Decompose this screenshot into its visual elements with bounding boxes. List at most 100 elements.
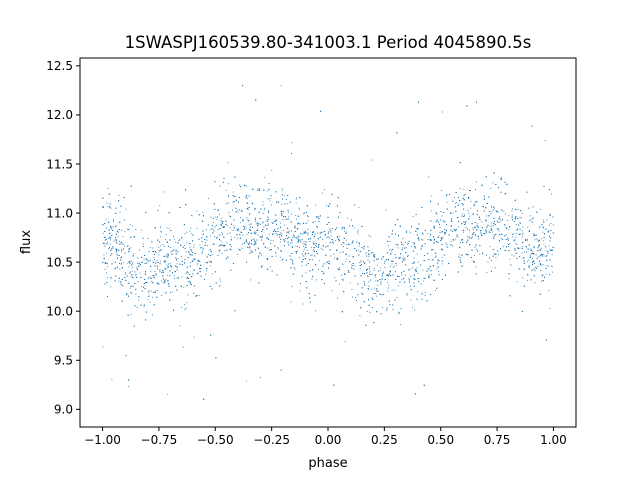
data-point <box>311 247 313 249</box>
data-point <box>290 301 292 303</box>
data-point <box>277 228 279 230</box>
data-point <box>311 254 313 256</box>
data-point <box>538 227 540 229</box>
data-point <box>316 232 318 234</box>
data-point <box>481 221 483 223</box>
data-point <box>180 256 182 258</box>
data-point <box>534 270 536 272</box>
data-point <box>352 225 353 227</box>
data-point <box>240 217 241 219</box>
data-point <box>349 282 351 284</box>
data-point <box>358 242 360 244</box>
data-point <box>491 222 493 224</box>
data-point <box>130 275 132 277</box>
data-point <box>107 241 108 243</box>
data-point <box>318 244 320 246</box>
data-point <box>283 229 285 231</box>
data-point <box>433 279 435 281</box>
data-point <box>344 230 345 232</box>
data-point <box>533 232 534 234</box>
data-point <box>280 85 282 87</box>
data-point <box>110 237 111 239</box>
data-point <box>377 270 379 272</box>
data-point <box>422 233 424 235</box>
data-point <box>432 249 434 250</box>
data-point <box>482 232 484 234</box>
data-point <box>159 204 161 206</box>
data-point <box>507 220 508 221</box>
data-point <box>314 204 316 206</box>
data-point <box>533 234 535 236</box>
data-point <box>233 225 235 227</box>
data-point <box>471 249 473 251</box>
data-point <box>292 263 294 265</box>
data-point <box>491 225 493 227</box>
data-point <box>273 233 275 235</box>
data-point <box>153 251 155 253</box>
data-point <box>366 269 367 271</box>
data-point <box>112 229 113 231</box>
data-point <box>351 242 353 244</box>
data-point <box>503 211 505 213</box>
data-point <box>290 267 292 269</box>
data-point <box>125 208 127 210</box>
data-point <box>368 304 370 306</box>
data-point <box>474 222 476 224</box>
data-point <box>385 209 387 211</box>
data-point <box>454 206 456 208</box>
data-point <box>270 195 272 197</box>
data-point <box>129 271 131 273</box>
data-point <box>458 256 460 258</box>
data-point <box>394 289 396 291</box>
data-point <box>190 232 192 234</box>
data-point <box>135 228 137 230</box>
data-point <box>422 239 424 241</box>
data-point <box>543 221 545 223</box>
data-point <box>134 305 136 307</box>
data-point <box>152 296 154 298</box>
data-point <box>330 235 332 237</box>
data-point <box>259 211 260 213</box>
data-point <box>239 209 241 211</box>
data-point <box>363 248 365 250</box>
data-point <box>196 295 198 297</box>
data-point <box>252 203 254 205</box>
data-point <box>542 274 544 276</box>
data-point <box>505 239 507 240</box>
data-point <box>221 222 223 224</box>
data-point <box>291 142 293 144</box>
data-point <box>549 249 551 251</box>
data-point <box>520 217 522 219</box>
data-point <box>485 215 487 217</box>
data-point <box>356 300 357 301</box>
data-point <box>414 309 416 311</box>
data-point <box>261 235 263 237</box>
data-point <box>181 276 183 278</box>
data-point <box>303 248 305 250</box>
data-point <box>256 230 258 231</box>
data-point <box>357 229 359 231</box>
data-point <box>175 250 177 252</box>
data-point <box>410 246 412 248</box>
data-point <box>295 245 297 247</box>
data-point <box>442 236 444 238</box>
data-point <box>534 267 536 268</box>
data-point <box>513 255 515 257</box>
data-point <box>542 254 544 256</box>
data-point <box>292 246 293 248</box>
data-point <box>165 234 167 236</box>
data-point <box>505 226 507 228</box>
data-point <box>444 229 446 231</box>
data-point <box>367 289 369 291</box>
data-point <box>163 282 165 284</box>
data-point <box>495 210 497 212</box>
data-point <box>527 226 529 228</box>
data-point <box>389 241 391 243</box>
data-point <box>295 214 297 216</box>
data-point <box>452 245 454 247</box>
data-point <box>119 268 121 270</box>
data-point <box>375 280 377 282</box>
data-point <box>337 257 339 259</box>
data-point <box>354 297 356 298</box>
